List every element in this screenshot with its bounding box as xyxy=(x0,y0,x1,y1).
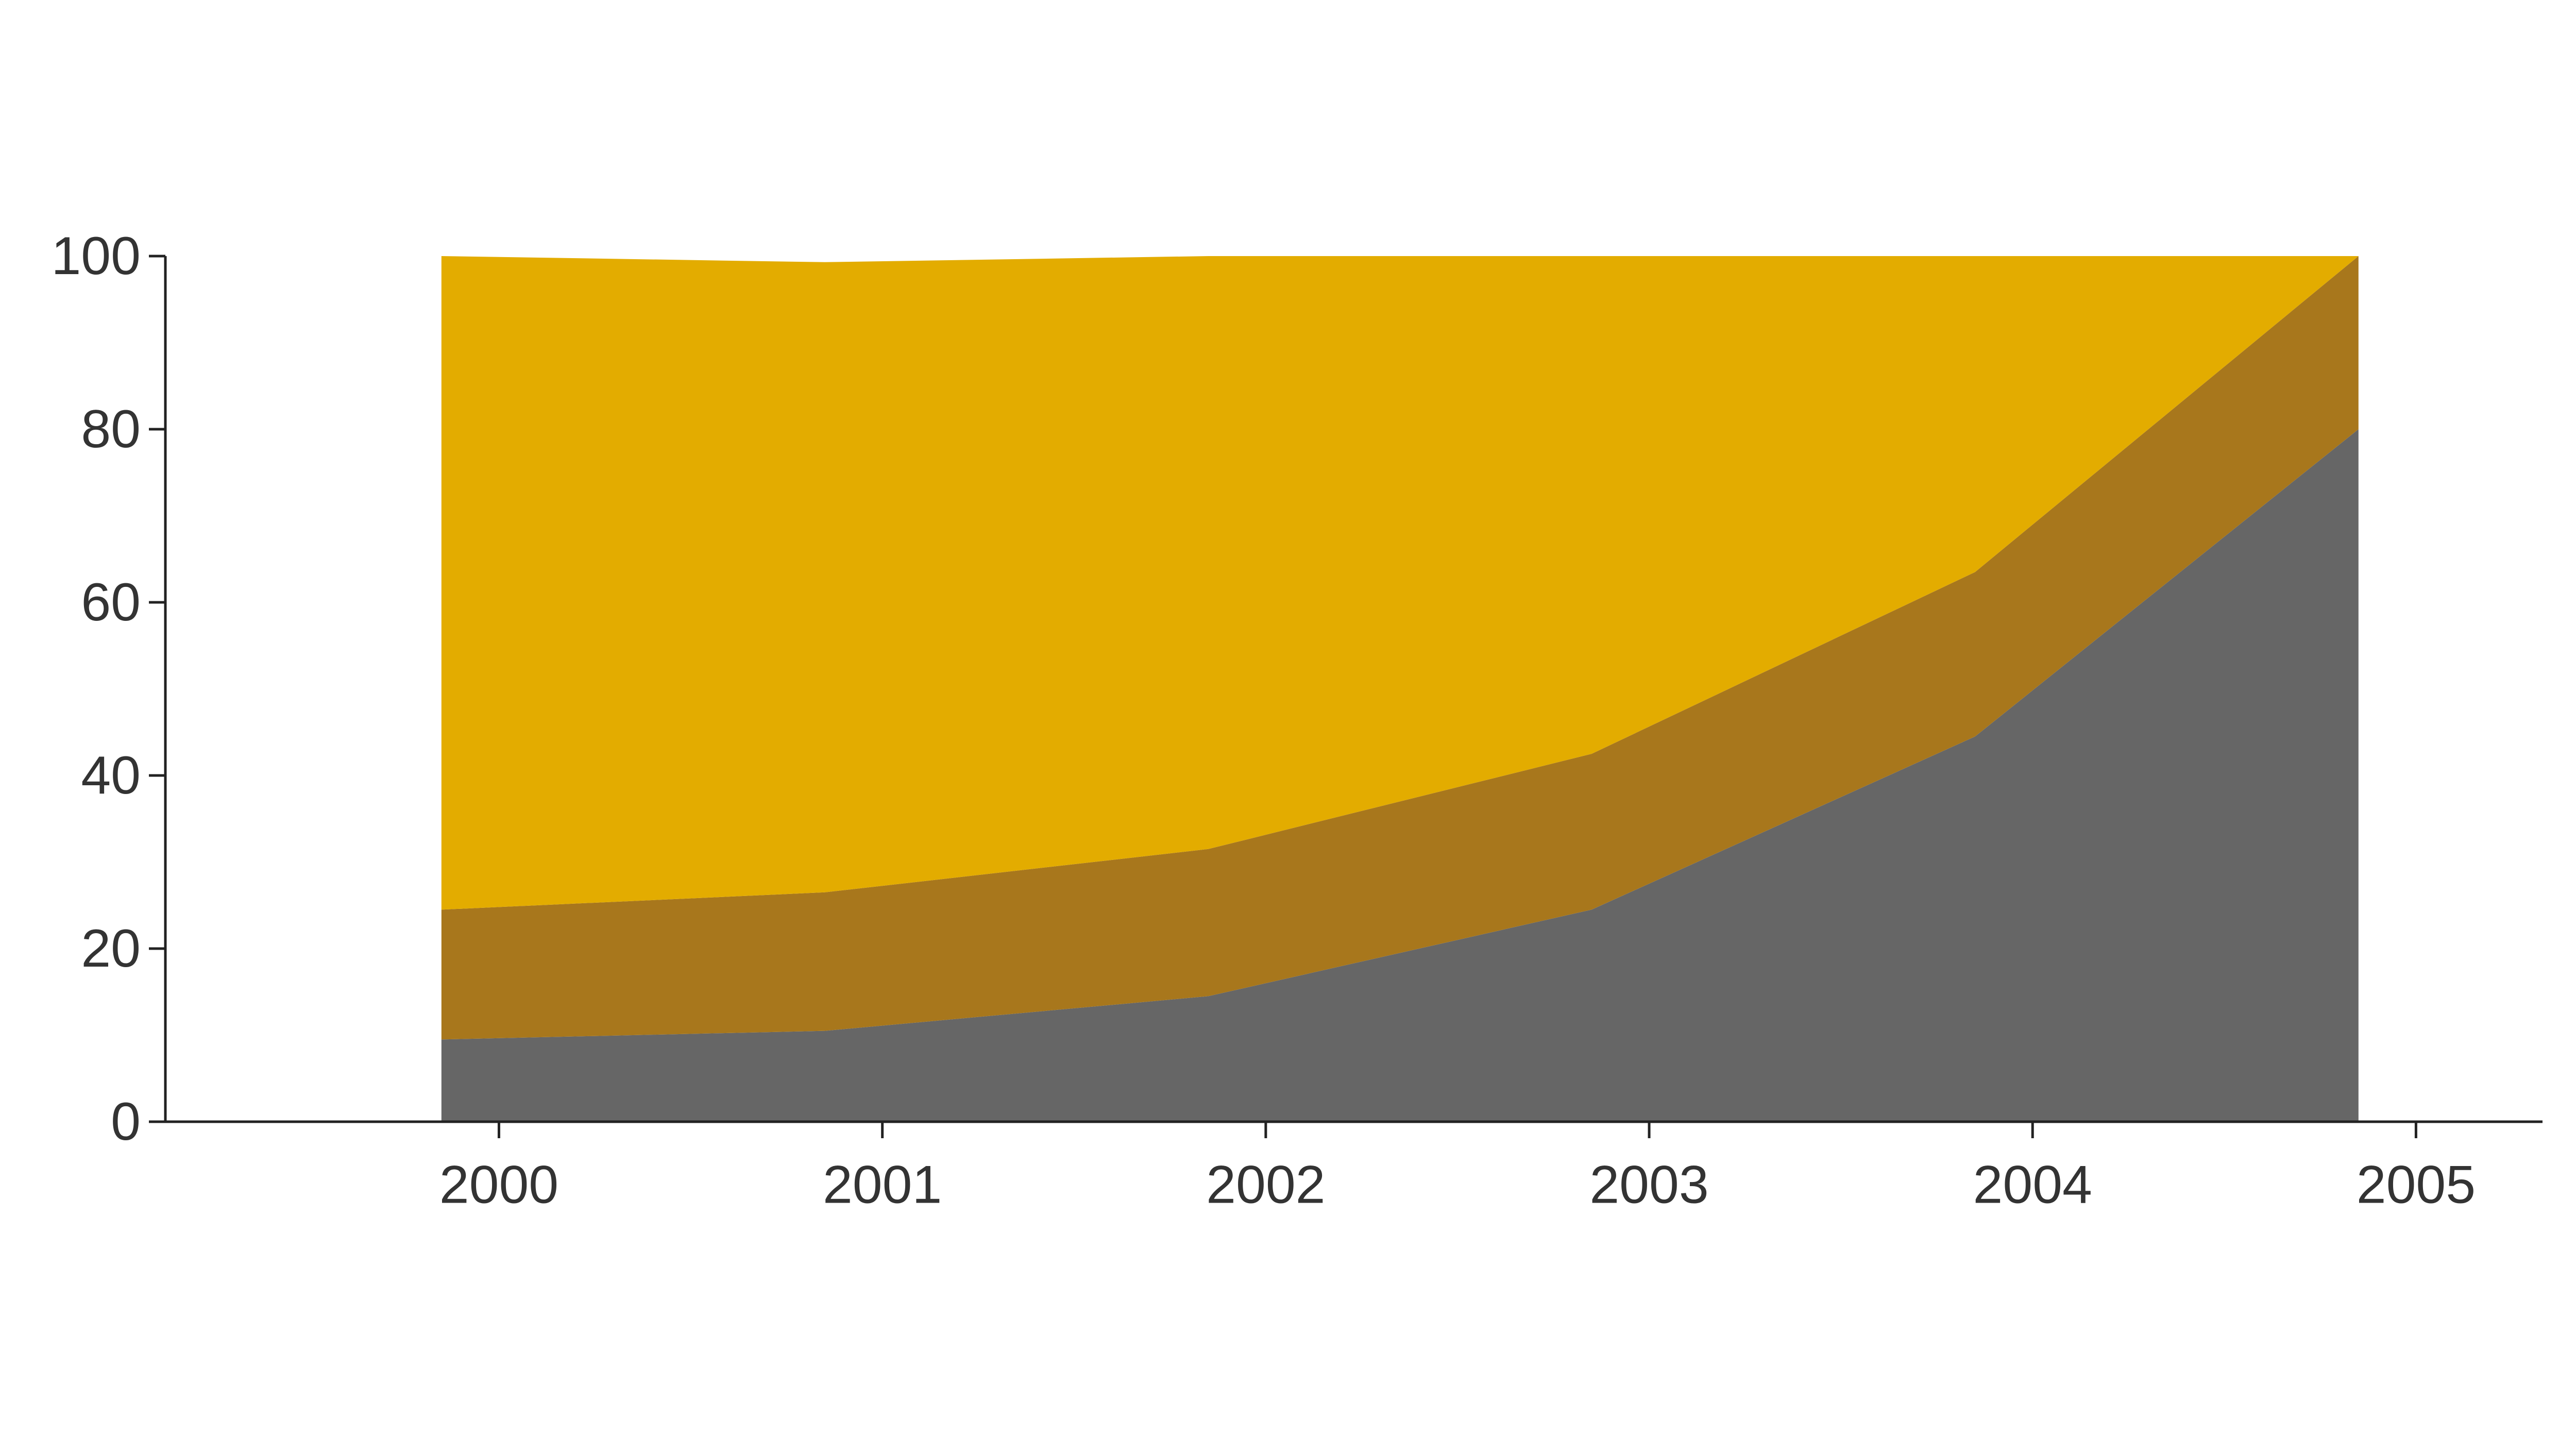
area-series-group xyxy=(441,256,2359,1122)
area-series-2 xyxy=(441,256,2359,1040)
x-tick-label-2004: 2004 xyxy=(1973,1155,2092,1214)
y-tick-label-20: 20 xyxy=(81,919,141,978)
x-tick-label-2002: 2002 xyxy=(1206,1155,1325,1214)
y-tick-label-80: 80 xyxy=(81,399,141,459)
x-tick-label-2003: 2003 xyxy=(1589,1155,1708,1214)
x-tick-label-2000: 2000 xyxy=(439,1155,558,1214)
axes-group: 0 20 40 60 80 100 2000 2001 2002 2003 2004 2005 xyxy=(51,226,2543,1214)
x-tick-label-2001: 2001 xyxy=(823,1155,942,1214)
y-tick-label-40: 40 xyxy=(81,746,141,805)
y-tick-label-100: 100 xyxy=(51,226,141,286)
y-tick-label-0: 0 xyxy=(111,1092,141,1152)
area-series-1 xyxy=(441,429,2359,1122)
x-tick-label-2005: 2005 xyxy=(2357,1155,2476,1214)
y-tick-label-60: 60 xyxy=(81,572,141,632)
area-series-3 xyxy=(441,256,2359,910)
